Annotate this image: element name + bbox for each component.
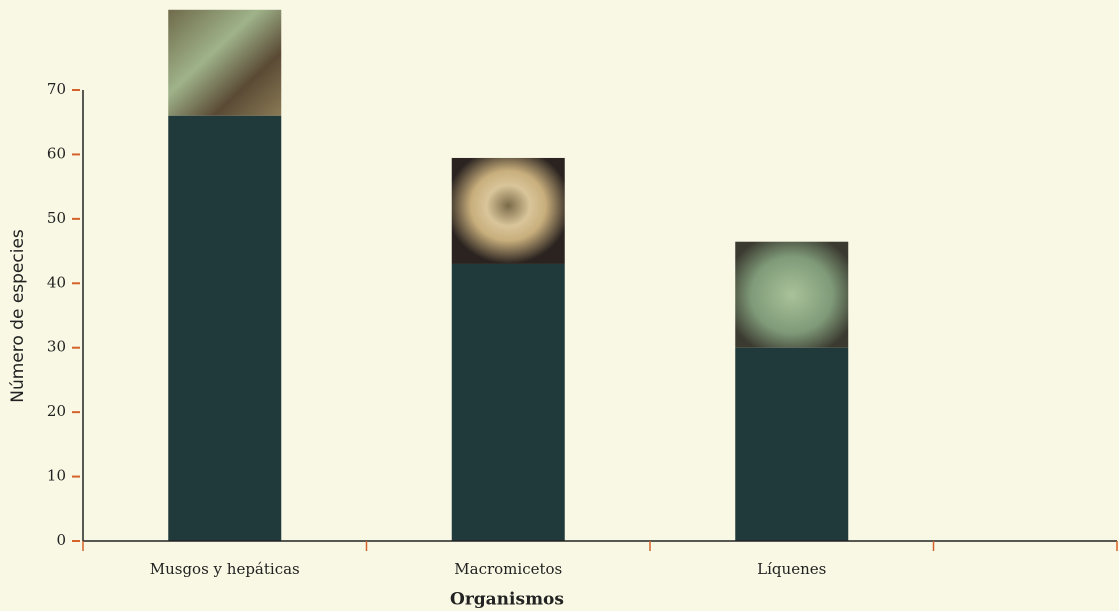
- x-tick-label: Musgos y hepáticas: [150, 560, 300, 578]
- photo: [451, 157, 565, 264]
- bar: [451, 263, 565, 541]
- x-axis-label: Organismos: [450, 590, 564, 610]
- photo: [735, 241, 849, 348]
- y-tick-label: 30: [47, 338, 66, 356]
- y-tick-label: 60: [47, 144, 66, 162]
- x-tick-label: Líquenes: [757, 560, 826, 578]
- y-tick-label: 40: [47, 273, 66, 291]
- y-tick-label: 20: [47, 402, 66, 420]
- y-tick-label: 70: [47, 80, 66, 98]
- bar: [735, 347, 849, 541]
- y-tick-label: 0: [56, 531, 66, 549]
- y-tick-label: 50: [47, 209, 66, 227]
- x-tick-label: Macromicetos: [454, 560, 562, 578]
- photo: [168, 9, 282, 116]
- y-tick-label: 10: [47, 467, 66, 485]
- bar: [168, 115, 282, 542]
- y-axis-label: Número de especies: [8, 229, 28, 403]
